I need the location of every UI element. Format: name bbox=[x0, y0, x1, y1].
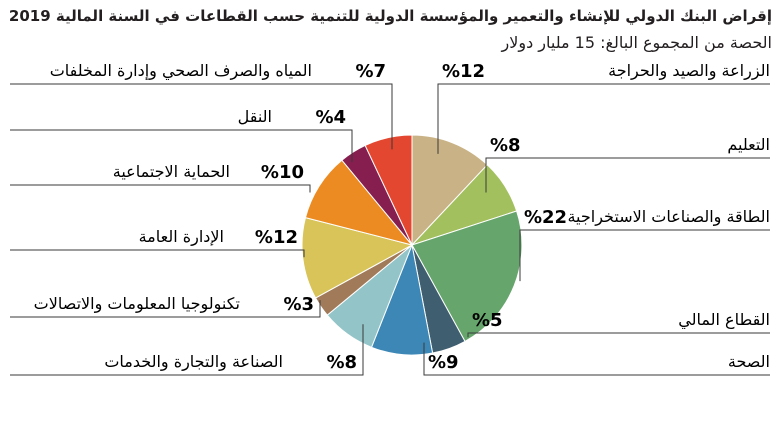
slice-category-label: الحماية الاجتماعية bbox=[113, 162, 230, 181]
slice-category-label: الزراعة والصيد والحراجة bbox=[608, 61, 770, 81]
slice-percent-label: %12 bbox=[442, 61, 485, 82]
chart-title: إقراض البنك الدولي للإنشاء والتعمير والم… bbox=[8, 7, 772, 25]
leader-line bbox=[10, 129, 353, 163]
leader-line bbox=[10, 249, 305, 258]
slice-percent-label: %12 bbox=[255, 227, 298, 248]
slice-category-label: الصحة bbox=[728, 352, 770, 371]
leader-line bbox=[10, 83, 393, 150]
slice-category-label: الإدارة العامة bbox=[139, 227, 224, 247]
slice-percent-label: %7 bbox=[355, 61, 386, 82]
chart-subtitle: الحصة من المجموع البالغ: 15 مليار دولار bbox=[501, 33, 773, 52]
slice-percent-label: %22 bbox=[524, 207, 567, 228]
pie-slice bbox=[364, 134, 413, 246]
slice-category-label: النقل bbox=[238, 107, 272, 126]
slice-percent-label: %8 bbox=[326, 352, 357, 373]
leader-lines bbox=[10, 83, 770, 376]
leader-line bbox=[437, 83, 770, 154]
slice-percent-label: %4 bbox=[315, 107, 346, 128]
slice-category-label: الطاقة والصناعات الاستخراجية bbox=[567, 207, 770, 227]
pie-slice bbox=[411, 210, 523, 343]
slice-percent-label: %9 bbox=[428, 352, 459, 373]
slice-category-label: تكنولوجيا المعلومات والاتصالات bbox=[34, 294, 240, 314]
slice-labels: %12 الزراعة والصيد والحراجة%8 التعليم%22 ال… bbox=[34, 61, 770, 373]
pie-slice bbox=[301, 217, 414, 299]
leader-line bbox=[519, 229, 770, 282]
pie-slices bbox=[301, 134, 523, 356]
leader-line bbox=[485, 157, 770, 193]
leader-line bbox=[10, 324, 364, 376]
slice-percent-label: %10 bbox=[261, 162, 304, 183]
slice-category-label: التعليم bbox=[727, 135, 770, 154]
slice-category-label: القطاع المالي bbox=[678, 310, 770, 330]
slice-percent-label: %3 bbox=[283, 294, 314, 315]
slice-category-label: الصناعة والتجارة والخدمات bbox=[104, 352, 283, 372]
leader-line bbox=[423, 342, 770, 376]
slice-percent-label: %5 bbox=[472, 310, 503, 331]
slice-category-label: المياه والصرف الصحي وإدارة المخلفات bbox=[50, 61, 312, 81]
slice-percent-label: %8 bbox=[490, 135, 521, 156]
pie-slice bbox=[411, 134, 489, 247]
leader-line bbox=[10, 300, 321, 318]
leader-line bbox=[467, 332, 770, 338]
leader-line bbox=[10, 184, 311, 193]
